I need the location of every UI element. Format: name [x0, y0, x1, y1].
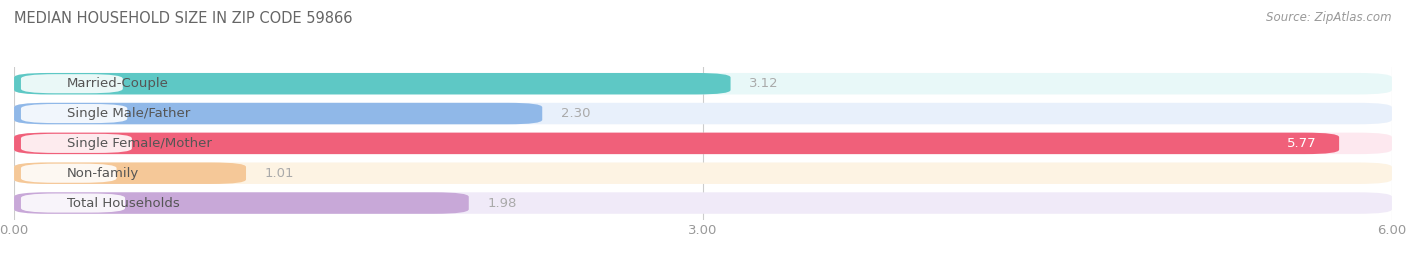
- FancyBboxPatch shape: [21, 164, 117, 183]
- Text: 1.98: 1.98: [486, 196, 516, 210]
- FancyBboxPatch shape: [14, 73, 731, 94]
- FancyBboxPatch shape: [21, 134, 132, 153]
- FancyBboxPatch shape: [14, 103, 1392, 124]
- Text: Married-Couple: Married-Couple: [67, 77, 169, 90]
- Text: Total Households: Total Households: [67, 196, 180, 210]
- FancyBboxPatch shape: [21, 104, 128, 123]
- FancyBboxPatch shape: [14, 192, 1392, 214]
- Text: Non-family: Non-family: [67, 167, 139, 180]
- FancyBboxPatch shape: [14, 162, 246, 184]
- Text: Single Male/Father: Single Male/Father: [67, 107, 190, 120]
- Text: 3.12: 3.12: [749, 77, 779, 90]
- FancyBboxPatch shape: [14, 133, 1339, 154]
- Text: 2.30: 2.30: [561, 107, 591, 120]
- FancyBboxPatch shape: [14, 133, 1392, 154]
- FancyBboxPatch shape: [14, 73, 1392, 94]
- FancyBboxPatch shape: [21, 74, 122, 93]
- FancyBboxPatch shape: [14, 103, 543, 124]
- Text: 1.01: 1.01: [264, 167, 294, 180]
- FancyBboxPatch shape: [14, 162, 1392, 184]
- Text: Source: ZipAtlas.com: Source: ZipAtlas.com: [1267, 11, 1392, 24]
- FancyBboxPatch shape: [21, 193, 125, 213]
- FancyBboxPatch shape: [14, 192, 468, 214]
- Text: MEDIAN HOUSEHOLD SIZE IN ZIP CODE 59866: MEDIAN HOUSEHOLD SIZE IN ZIP CODE 59866: [14, 11, 353, 26]
- Text: Single Female/Mother: Single Female/Mother: [67, 137, 212, 150]
- Text: 5.77: 5.77: [1286, 137, 1316, 150]
